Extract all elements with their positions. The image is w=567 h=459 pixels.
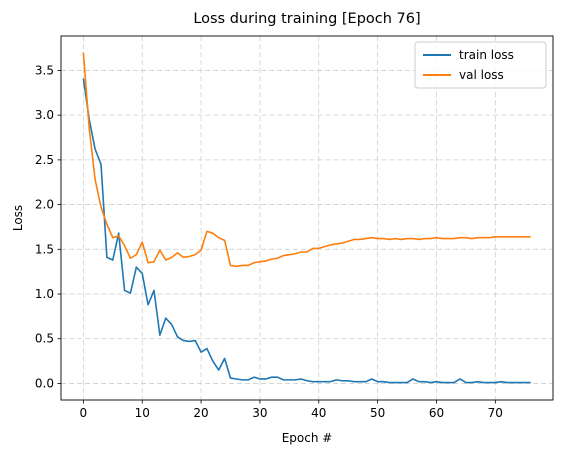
legend: train loss val loss (414, 41, 547, 89)
x-tick-label: 10 (135, 406, 150, 420)
y-tick-label: 1.0 (35, 287, 54, 301)
y-tick-label: 0.5 (35, 332, 54, 346)
chart-title: Loss during training [Epoch 76] (193, 11, 420, 27)
y-axis-ticks: 0.0 0.5 1.0 1.5 2.0 2.5 3.0 3.5 (35, 63, 61, 390)
grid-lines (61, 36, 553, 400)
x-tick-label: 50 (370, 406, 385, 420)
legend-label-train-loss: train loss (459, 48, 514, 62)
y-tick-label: 1.5 (35, 242, 54, 256)
x-axis-label: Epoch # (282, 431, 333, 445)
x-tick-label: 0 (80, 406, 88, 420)
series-line-val-loss (82, 52, 531, 268)
plot-frame (60, 35, 554, 401)
legend-label-val-loss: val loss (459, 68, 504, 82)
y-tick-label: 3.0 (35, 108, 54, 122)
x-tick-label: 40 (311, 406, 326, 420)
series-lines (82, 52, 531, 384)
y-tick-label: 2.5 (35, 153, 54, 167)
y-axis-label: Loss (11, 205, 25, 231)
x-tick-label: 20 (193, 406, 208, 420)
series-line-train-loss (82, 78, 531, 384)
x-tick-label: 30 (252, 406, 267, 420)
x-tick-label: 60 (429, 406, 444, 420)
x-tick-label: 70 (488, 406, 503, 420)
y-tick-label: 2.0 (35, 198, 54, 212)
y-tick-label: 3.5 (35, 63, 54, 77)
legend-box (414, 41, 547, 89)
x-axis-ticks: 0 10 20 30 40 50 60 70 (80, 400, 503, 420)
y-tick-label: 0.0 (35, 376, 54, 390)
